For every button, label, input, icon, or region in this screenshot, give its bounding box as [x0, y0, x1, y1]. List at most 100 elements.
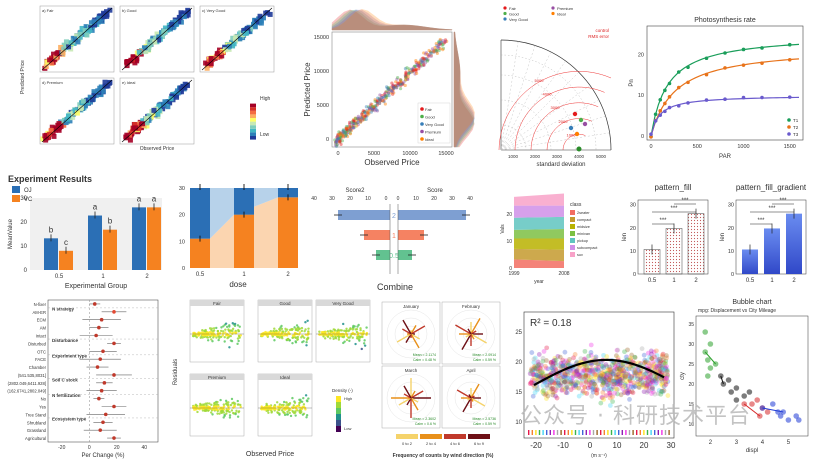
- resid-point: [229, 403, 233, 407]
- price-point: [413, 67, 417, 71]
- rsq-point: [641, 381, 647, 387]
- pattern-xtick: 0.5: [746, 278, 755, 284]
- price-point: [371, 107, 375, 111]
- rsq-point: [532, 365, 537, 371]
- hexbin-cell: [144, 123, 150, 129]
- hexbin-cell: [107, 79, 113, 85]
- price-point: [382, 93, 386, 97]
- resid-point: [273, 339, 276, 342]
- rsq-frame: [523, 311, 675, 439]
- hexbin-cell: [53, 54, 59, 60]
- price-point: [344, 130, 348, 134]
- bubble-ytick: 10: [688, 422, 694, 428]
- resid-point: [348, 336, 351, 339]
- rsq-point: [569, 378, 575, 384]
- rsq-point: [650, 386, 656, 392]
- price-point: [429, 54, 433, 58]
- rsq-point: [600, 374, 606, 380]
- rsq-point: [664, 364, 669, 370]
- resid-strip: [190, 300, 244, 306]
- rsq-point: [564, 382, 570, 387]
- resid-point: [306, 336, 310, 340]
- rsq-point: [583, 365, 589, 371]
- rsq-point: [553, 380, 559, 386]
- price-point: [335, 143, 339, 147]
- rsq-rug: [610, 430, 613, 435]
- hexbin-cell: [222, 47, 228, 53]
- combine-bar-right: [398, 230, 424, 240]
- resid-point: [228, 325, 231, 328]
- forest-row-label: Tree Stand: [25, 412, 46, 417]
- price-point: [350, 124, 354, 129]
- photo-xtick: 1500: [784, 144, 796, 150]
- hexbin-cell: [124, 132, 130, 138]
- price-point: [438, 37, 442, 42]
- rsq-point: [566, 359, 571, 364]
- combine-title: Combine: [377, 282, 413, 292]
- resid-point: [276, 335, 280, 339]
- rsq-point: [607, 390, 613, 396]
- resid-point: [356, 325, 359, 328]
- price-point: [351, 122, 355, 126]
- price-point: [437, 42, 442, 46]
- hexbin-cell: [181, 14, 187, 20]
- price-point: [381, 99, 385, 103]
- rsq-point: [589, 368, 595, 373]
- resid-point: [333, 330, 336, 334]
- pattern-ytick: 20: [630, 226, 636, 232]
- rsq-point: [553, 388, 559, 393]
- taylor-legend-dot: [551, 6, 555, 10]
- resid-legend-swatch: [336, 426, 341, 432]
- price-point: [358, 118, 362, 122]
- rsq-point: [639, 382, 645, 388]
- resid-strip-label: Fair: [213, 301, 221, 306]
- forest-row-label: N-fixer: [34, 302, 47, 307]
- price-point: [357, 116, 361, 120]
- rsq-point: [534, 387, 540, 393]
- resid-point: [221, 334, 225, 337]
- bubble-point: [707, 365, 714, 371]
- forest-row-label: AM-ER: [33, 310, 47, 315]
- rsq-point: [536, 365, 542, 370]
- hexbin-cell: [260, 15, 266, 21]
- resid-point: [307, 330, 310, 333]
- wind-spoke: [410, 324, 417, 335]
- rsq-rug: [528, 430, 530, 435]
- resid-point: [279, 406, 282, 409]
- rsq-point: [621, 369, 627, 375]
- combine-bar-right: [398, 250, 412, 260]
- forest-point: [101, 420, 105, 425]
- price-point: [415, 63, 419, 67]
- rsq-point: [630, 390, 636, 396]
- price-point: [335, 138, 339, 142]
- price-point: [434, 48, 438, 52]
- resid-point: [291, 341, 294, 345]
- price-point: [337, 137, 342, 141]
- price-point: [375, 101, 379, 106]
- rsq-point: [540, 389, 545, 395]
- price-point: [403, 73, 407, 78]
- hexbin-cell: [78, 105, 84, 111]
- price-point: [439, 42, 443, 46]
- rsq-point: [623, 390, 628, 395]
- taylor-model-point: [578, 117, 584, 123]
- rsq-point: [589, 393, 595, 399]
- rsq-point: [613, 386, 618, 392]
- rsq-point: [575, 371, 581, 377]
- rsq-xtick: 10: [613, 441, 622, 450]
- rsq-point: [639, 377, 645, 383]
- rsq-point: [531, 364, 537, 369]
- rsq-point: [617, 381, 623, 387]
- price-point: [424, 58, 428, 62]
- rsq-point: [660, 366, 666, 372]
- price-point: [425, 59, 430, 63]
- rsq-point: [545, 393, 551, 399]
- price-point: [366, 113, 370, 117]
- rsq-point: [582, 384, 588, 390]
- price-point: [335, 140, 339, 144]
- rsq-xtick: 0: [588, 441, 593, 450]
- price-point: [363, 110, 367, 114]
- photo-xtick: 1000: [737, 144, 749, 150]
- hexbin-cell: [63, 39, 69, 45]
- rsq-point: [583, 372, 589, 378]
